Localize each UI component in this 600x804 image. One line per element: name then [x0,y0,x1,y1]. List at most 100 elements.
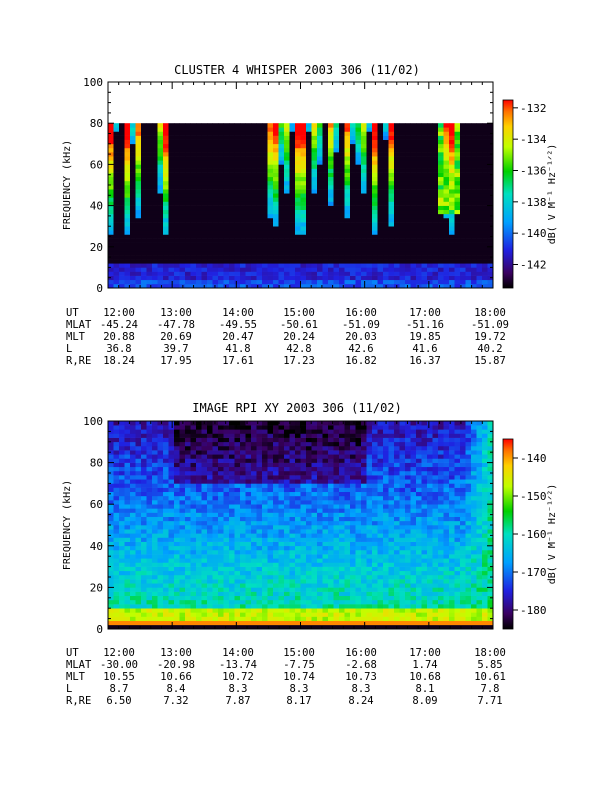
spectrogram-cell [196,463,202,467]
spectrogram-cell [147,492,153,496]
spectrogram-cell [361,152,367,156]
spectrogram-cell [295,442,301,446]
spectrogram-cell [405,226,411,230]
spectrogram-cell [169,123,175,127]
spectrogram-cell [262,492,268,496]
spectrogram-cell [235,479,241,483]
spectrogram-cell [152,131,158,135]
spectrogram-cell [235,239,241,243]
spectrogram-cell [273,604,279,608]
spectrogram-cell [224,450,230,454]
spectrogram-cell [125,508,131,512]
spectrogram-cell [460,152,466,156]
spectrogram-cell [323,442,329,446]
spectrogram-cell [174,210,180,214]
spectrogram-cell [218,483,224,487]
spectrogram-cell [284,558,290,562]
spectrogram-cell [240,546,246,550]
spectrogram-cell [251,259,257,263]
spectrogram-cell [207,272,213,276]
spectrogram-cell [235,218,241,222]
spectrogram-cell [356,247,362,251]
spectrogram-cell [328,214,334,218]
spectrogram-cell [312,127,318,131]
spectrogram-cell [185,508,191,512]
spectrogram-cell [455,164,461,168]
spectrogram-cell [317,492,323,496]
spectrogram-cell [185,247,191,251]
spectrogram-cell [400,123,406,127]
spectrogram-cell [207,173,213,177]
spectrogram-cell [405,201,411,205]
spectrogram-cell [378,243,384,247]
spectrogram-cell [147,529,153,533]
spectrogram-cell [405,247,411,251]
spectrogram-cell [301,554,307,558]
spectrogram-cell [152,479,158,483]
spectrogram-cell [444,222,450,226]
spectrogram-cell [323,280,329,284]
spectrogram-cell [262,575,268,579]
spectrogram-cell [125,156,131,160]
spectrogram-cell [119,177,125,181]
spectrogram-cell [262,446,268,450]
spectrogram-cell [477,197,483,201]
spectrogram-cell [191,247,197,251]
spectrogram-cell [169,525,175,529]
spectrogram-cell [207,621,213,625]
spectrogram-cell [136,169,142,173]
spectrogram-cell [174,567,180,571]
spectrogram-cell [251,450,257,454]
spectrogram-cell [356,152,362,156]
spectrogram-cell [284,504,290,508]
spectrogram-cell [213,567,219,571]
ephemeris-value: 14:00 [222,307,254,319]
spectrogram-cell [334,251,340,255]
colorbar-tick-label: -132 [520,102,547,115]
spectrogram-cell [273,201,279,205]
spectrogram-cell [328,255,334,259]
spectrogram-cell [301,542,307,546]
spectrogram-cell [383,140,389,144]
spectrogram-cell [273,567,279,571]
spectrogram-cell [185,596,191,600]
spectrogram-cell [460,243,466,247]
spectrogram-cell [136,450,142,454]
spectrogram-cell [444,152,450,156]
spectrogram-cell [114,259,120,263]
spectrogram-cell [235,554,241,558]
spectrogram-cell [251,127,257,131]
spectrogram-cell [207,234,213,238]
spectrogram-cell [141,255,147,259]
spectrogram-cell [213,513,219,517]
spectrogram-cell [119,197,125,201]
spectrogram-cell [163,421,169,425]
spectrogram-cell [295,500,301,504]
spectrogram-cell [251,433,257,437]
spectrogram-cell [141,243,147,247]
spectrogram-cell [427,164,433,168]
spectrogram-cell [174,608,180,612]
spectrogram-cell [136,189,142,193]
spectrogram-cell [389,230,395,234]
spectrogram-cell [224,537,230,541]
spectrogram-cell [147,475,153,479]
spectrogram-cell [356,255,362,259]
spectrogram-cell [224,617,230,621]
spectrogram-cell [279,454,285,458]
spectrogram-cell [262,272,268,276]
spectrogram-cell [180,164,186,168]
spectrogram-cell [268,471,274,475]
spectrogram-cell [279,152,285,156]
spectrogram-cell [268,517,274,521]
spectrogram-cell [174,127,180,131]
spectrogram-cell [169,438,175,442]
spectrogram-cell [301,131,307,135]
spectrogram-cell [207,533,213,537]
spectrogram-cell [257,234,263,238]
spectrogram-cell [257,525,263,529]
spectrogram-cell [438,169,444,173]
spectrogram-cell [213,508,219,512]
spectrogram-cell [262,267,268,271]
spectrogram-cell [251,156,257,160]
